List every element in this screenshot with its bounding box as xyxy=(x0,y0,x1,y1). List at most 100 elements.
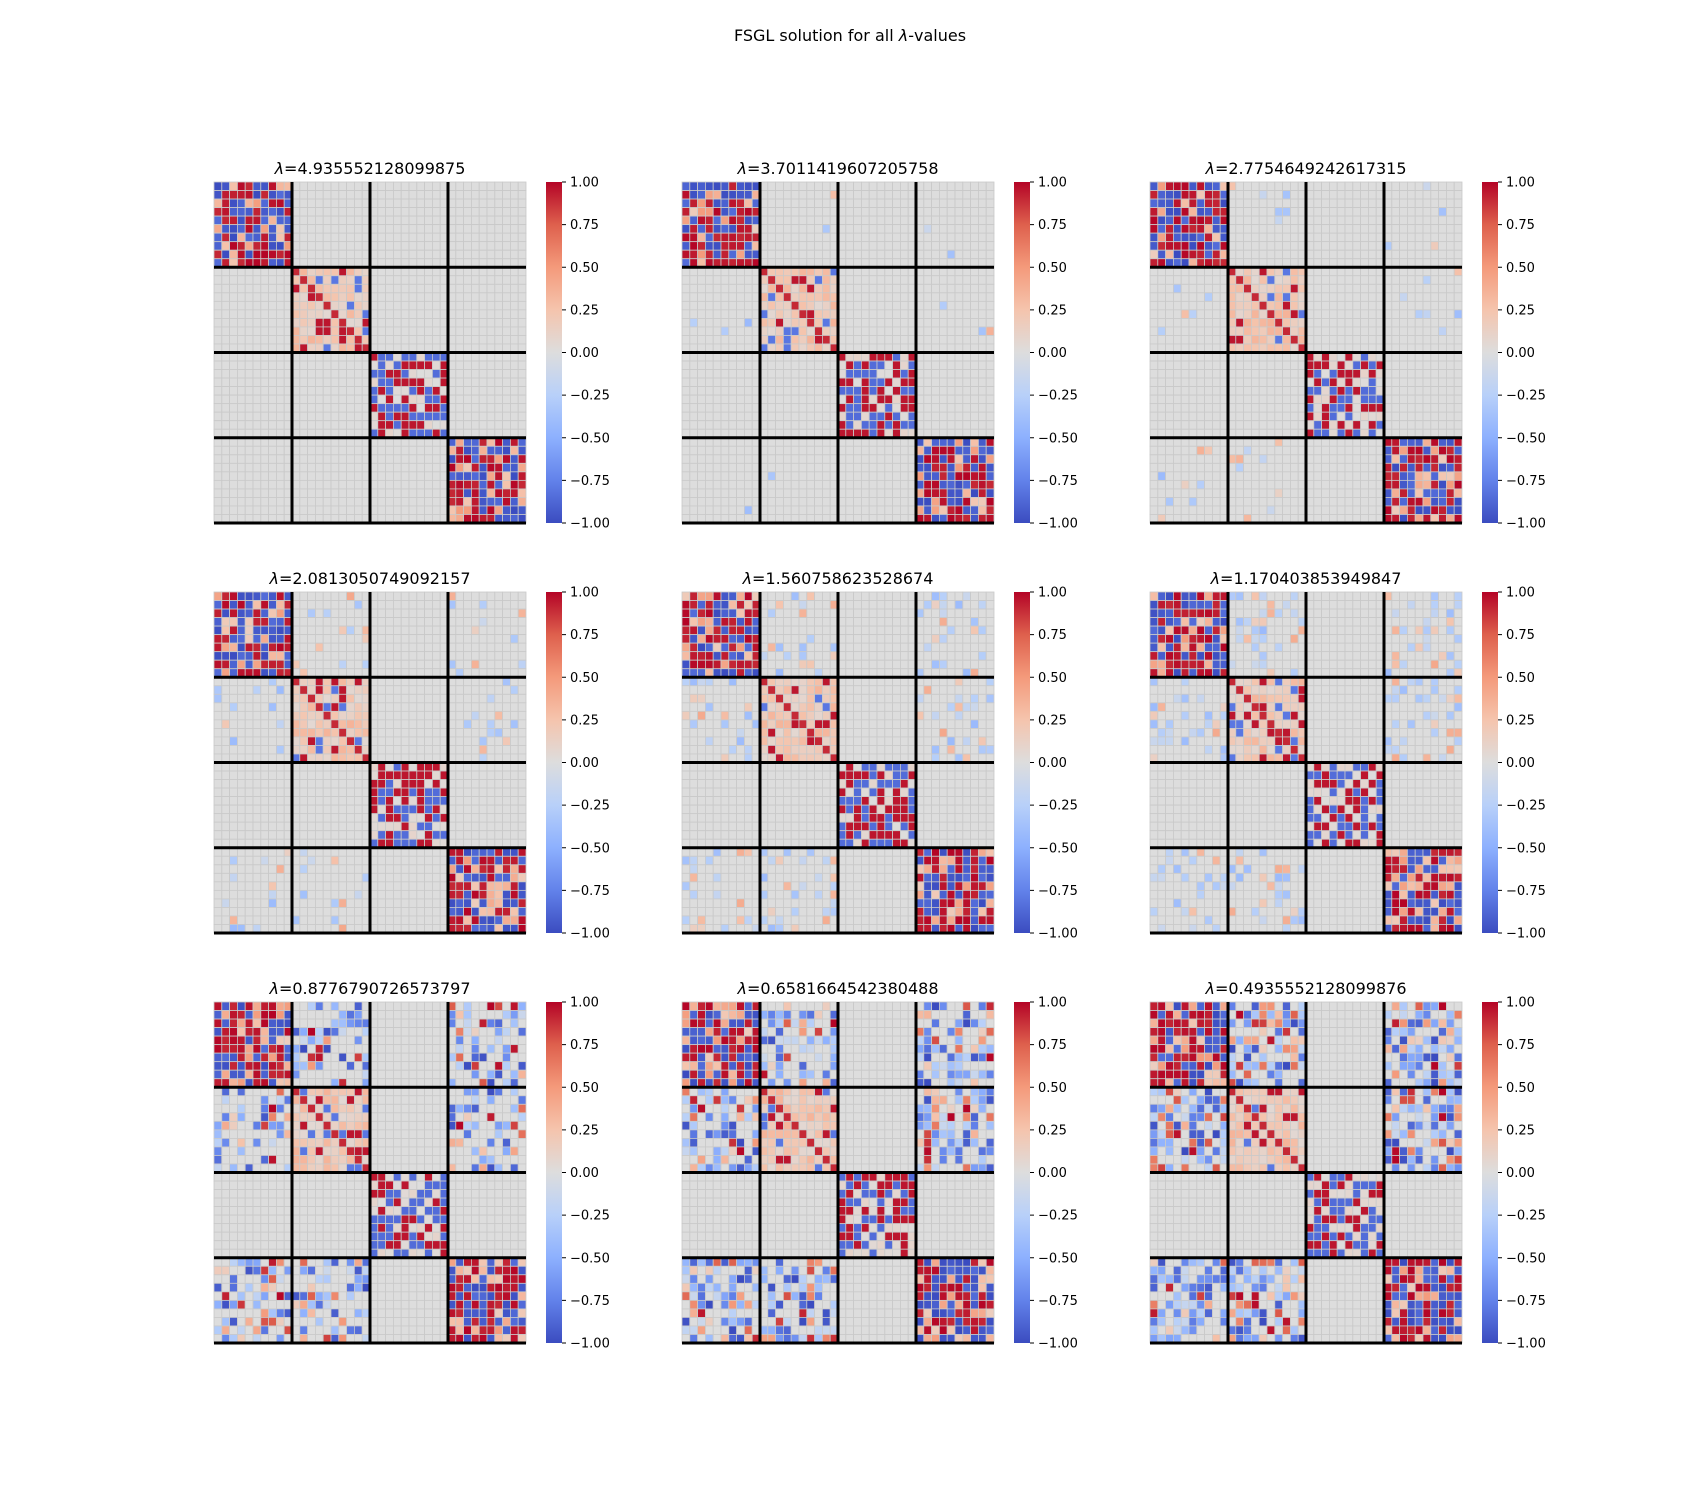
heatmap-cell xyxy=(1430,411,1440,422)
heatmap-cell xyxy=(1165,369,1174,379)
heatmap-cell xyxy=(1258,497,1268,507)
heatmap-cell xyxy=(767,377,776,388)
heatmap-cell xyxy=(1321,488,1330,498)
heatmap-cell xyxy=(494,600,503,610)
heatmap-cell xyxy=(970,377,979,388)
heatmap-cell xyxy=(322,488,332,498)
heatmap-cell xyxy=(502,471,511,481)
heatmap-cell xyxy=(814,411,823,422)
heatmap-cell xyxy=(697,420,706,430)
heatmap-cell xyxy=(783,317,792,328)
heatmap-cell xyxy=(705,283,714,294)
heatmap-cell xyxy=(868,386,878,396)
heatmap-cell xyxy=(1329,198,1338,208)
heatmap-cell xyxy=(268,207,277,217)
heatmap-cell xyxy=(1149,283,1159,294)
heatmap-cell xyxy=(1173,445,1182,456)
heatmap-cell xyxy=(790,454,800,464)
heatmap-cell xyxy=(1290,317,1299,328)
heatmap-cell xyxy=(954,224,964,234)
heatmap-cell xyxy=(494,215,503,226)
heatmap-cell xyxy=(1282,369,1291,379)
heatmap-cell xyxy=(408,360,418,370)
heatmap-cell xyxy=(252,497,262,507)
heatmap-cell xyxy=(1274,309,1284,319)
heatmap-cell xyxy=(720,309,730,319)
heatmap-cell xyxy=(494,591,503,601)
heatmap-cell xyxy=(1165,471,1174,481)
heatmap-cell xyxy=(1165,326,1174,336)
heatmap-cell xyxy=(978,369,987,379)
colorbar-tick-label: −0.50 xyxy=(1038,431,1078,446)
heatmap-cell xyxy=(775,471,784,481)
heatmap-cell xyxy=(502,411,511,422)
heatmap-cell xyxy=(213,497,223,507)
heatmap-cell xyxy=(236,300,246,311)
heatmap-cell xyxy=(1399,241,1408,251)
heatmap-cell xyxy=(892,394,901,405)
heatmap-cell xyxy=(1407,335,1416,345)
heatmap-cell xyxy=(1149,181,1159,191)
heatmap-cell xyxy=(1368,479,1377,490)
heatmap-cell xyxy=(252,403,262,413)
heatmap-cell xyxy=(1329,215,1338,226)
heatmap-cell xyxy=(330,386,340,396)
heatmap-cell xyxy=(353,224,363,234)
heatmap-cell xyxy=(1352,309,1362,319)
heatmap-cell xyxy=(1360,275,1369,285)
heatmap-cell xyxy=(962,360,971,370)
heatmap-cell xyxy=(1212,411,1221,422)
heatmap-cell xyxy=(221,445,231,456)
heatmap-cell xyxy=(268,283,277,294)
heatmap-cell xyxy=(385,249,394,260)
heatmap-cell xyxy=(1344,224,1354,234)
heatmap-cell xyxy=(236,190,246,200)
heatmap-cell xyxy=(1188,317,1198,328)
heatmap-cell xyxy=(1438,241,1447,251)
heatmap-cell xyxy=(720,181,730,191)
heatmap-cell xyxy=(954,403,964,413)
heatmap-cell xyxy=(478,224,488,234)
heatmap-cell xyxy=(1157,207,1167,217)
heatmap-cell xyxy=(689,215,698,226)
heatmap-cell xyxy=(213,445,223,456)
heatmap-cell xyxy=(946,309,956,319)
heatmap-cell xyxy=(314,445,324,456)
heatmap-cell xyxy=(790,335,800,345)
heatmap-cell xyxy=(939,317,948,328)
heatmap-cell xyxy=(1329,292,1338,302)
heatmap-cell xyxy=(939,411,948,422)
heatmap-cell xyxy=(728,317,737,328)
heatmap-cell xyxy=(1180,386,1190,396)
heatmap-cell xyxy=(1188,420,1198,430)
heatmap-cell xyxy=(814,292,823,302)
heatmap-cell xyxy=(728,283,737,294)
heatmap-cell xyxy=(424,207,433,217)
heatmap-cell xyxy=(299,608,308,618)
heatmap-cell xyxy=(822,411,831,422)
heatmap-cell xyxy=(307,411,316,422)
heatmap-cell xyxy=(353,488,363,498)
heatmap-cell xyxy=(712,471,722,481)
heatmap-cell xyxy=(1407,241,1416,251)
heatmap-cell xyxy=(884,215,893,226)
heatmap-cell xyxy=(509,479,519,490)
heatmap-cell xyxy=(408,497,418,507)
heatmap-cell xyxy=(1212,377,1221,388)
heatmap-cell xyxy=(814,471,823,481)
heatmap-cell xyxy=(790,249,800,260)
heatmap-cell xyxy=(1157,445,1167,456)
heatmap-cell xyxy=(1407,215,1416,226)
heatmap-cell xyxy=(463,462,472,473)
heatmap-cell xyxy=(486,317,496,328)
heatmap-cell xyxy=(213,505,223,515)
heatmap-cell xyxy=(985,369,995,379)
heatmap-cell xyxy=(221,386,231,396)
heatmap-cell xyxy=(946,488,956,498)
heatmap-cell xyxy=(1453,420,1463,430)
heatmap-cell xyxy=(1336,283,1346,294)
heatmap-cell xyxy=(260,181,269,191)
heatmap-cell xyxy=(868,360,878,370)
heatmap-cell xyxy=(900,241,909,251)
heatmap-cell xyxy=(424,326,433,336)
